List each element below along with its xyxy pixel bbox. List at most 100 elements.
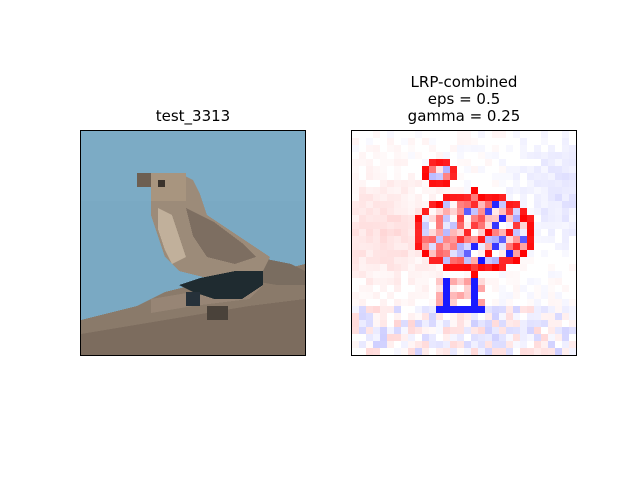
heatmap-cell: [408, 257, 415, 264]
heatmap-cell: [520, 348, 527, 355]
heatmap-cell: [471, 299, 478, 306]
heatmap-cell: [443, 334, 450, 341]
heatmap-cell: [373, 194, 380, 201]
input-image: [81, 131, 305, 355]
heatmap-cell: [422, 341, 429, 348]
heatmap-cell: [534, 222, 541, 229]
heatmap-cell: [415, 285, 422, 292]
heatmap-cell: [471, 271, 478, 278]
heatmap-cell: [485, 348, 492, 355]
heatmap-cell: [366, 229, 373, 236]
heatmap-cell: [541, 250, 548, 257]
heatmap-cell: [506, 194, 513, 201]
heatmap-cell: [457, 306, 464, 313]
heatmap-cell: [408, 194, 415, 201]
left-panel-title: test_3313: [155, 107, 231, 125]
heatmap-cell: [562, 145, 569, 152]
heatmap-cell: [436, 250, 443, 257]
heatmap-cell: [485, 306, 492, 313]
heatmap-cell: [408, 292, 415, 299]
heatmap-cell: [401, 194, 408, 201]
heatmap-cell: [541, 292, 548, 299]
heatmap-cell: [436, 243, 443, 250]
heatmap-cell: [499, 264, 506, 271]
heatmap-cell: [366, 334, 373, 341]
heatmap-cell: [513, 131, 520, 138]
heatmap-cell: [464, 271, 471, 278]
heatmap-cell: [548, 320, 555, 327]
heatmap-cell: [422, 264, 429, 271]
heatmap-cell: [429, 201, 436, 208]
heatmap-cell: [387, 278, 394, 285]
heatmap-cell: [394, 215, 401, 222]
heatmap-cell: [464, 243, 471, 250]
heatmap-cell: [394, 180, 401, 187]
heatmap-cell: [380, 257, 387, 264]
heatmap-cell: [436, 152, 443, 159]
heatmap-cell: [471, 341, 478, 348]
heatmap-cell: [513, 320, 520, 327]
heatmap-cell: [457, 201, 464, 208]
heatmap-cell: [541, 159, 548, 166]
heatmap-cell: [457, 187, 464, 194]
heatmap-cell: [464, 264, 471, 271]
input-image-frame: [80, 130, 306, 356]
heatmap-cell: [366, 250, 373, 257]
heatmap-cell: [387, 187, 394, 194]
heatmap-cell: [352, 327, 359, 334]
heatmap-cell: [429, 215, 436, 222]
heatmap-cell: [541, 201, 548, 208]
heatmap-cell: [527, 180, 534, 187]
heatmap-cell: [492, 131, 499, 138]
heatmap-cell: [408, 180, 415, 187]
heatmap-cell: [541, 222, 548, 229]
heatmap-cell: [443, 264, 450, 271]
heatmap-cell: [359, 271, 366, 278]
heatmap-cell: [401, 229, 408, 236]
heatmap-cell: [359, 222, 366, 229]
heatmap-cell: [569, 341, 576, 348]
heatmap-cell: [562, 173, 569, 180]
heatmap-cell: [352, 292, 359, 299]
heatmap-cell: [499, 173, 506, 180]
heatmap-cell: [492, 306, 499, 313]
heatmap-cell: [387, 292, 394, 299]
heatmap-cell: [485, 250, 492, 257]
heatmap-cell: [513, 278, 520, 285]
heatmap-cell: [527, 173, 534, 180]
heatmap-cell: [387, 334, 394, 341]
heatmap-cell: [569, 194, 576, 201]
heatmap-cell: [569, 222, 576, 229]
heatmap-cell: [366, 187, 373, 194]
heatmap-cell: [436, 180, 443, 187]
heatmap-cell: [408, 341, 415, 348]
heatmap-cell: [562, 229, 569, 236]
heatmap-cell: [534, 299, 541, 306]
heatmap-cell: [443, 215, 450, 222]
heatmap-cell: [457, 159, 464, 166]
heatmap-cell: [415, 180, 422, 187]
heatmap-cell: [373, 250, 380, 257]
heatmap-cell: [534, 180, 541, 187]
heatmap-cell: [548, 313, 555, 320]
heatmap-cell: [464, 320, 471, 327]
heatmap-cell: [485, 334, 492, 341]
heatmap-cell: [359, 208, 366, 215]
heatmap-cell: [436, 257, 443, 264]
heatmap-cell: [471, 187, 478, 194]
heatmap-cell: [534, 194, 541, 201]
heatmap-cell: [422, 208, 429, 215]
heatmap-cell: [415, 257, 422, 264]
heatmap-cell: [513, 257, 520, 264]
heatmap-cell: [415, 264, 422, 271]
heatmap-cell: [513, 327, 520, 334]
heatmap-cell: [408, 152, 415, 159]
heatmap-cell: [464, 222, 471, 229]
heatmap-cell: [562, 334, 569, 341]
heatmap-frame: [351, 130, 577, 356]
heatmap-cell: [464, 229, 471, 236]
heatmap-cell: [359, 159, 366, 166]
heatmap-cell: [436, 285, 443, 292]
heatmap-cell: [394, 243, 401, 250]
heatmap-cell: [359, 292, 366, 299]
